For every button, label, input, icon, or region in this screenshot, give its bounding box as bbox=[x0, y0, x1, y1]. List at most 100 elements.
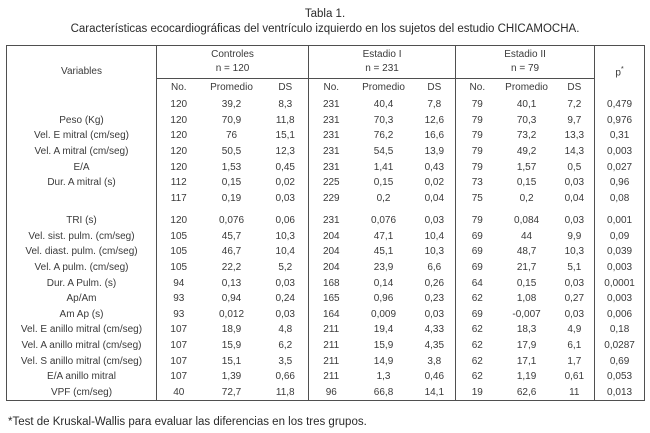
table-row: Vel. sist. pulm. (cm/seg) 105 45,7 10,3 … bbox=[7, 228, 645, 245]
estadio1-no-cell: 231 bbox=[308, 159, 354, 175]
estadio2-promedio-cell: 62,6 bbox=[516, 386, 537, 398]
controles-promedio-cell: 1,53 bbox=[221, 161, 242, 173]
controles-ds-cell: 0,03 bbox=[275, 308, 295, 320]
estadio1-no-cell: 231 bbox=[308, 206, 354, 229]
estadio2-no-cell: 69 bbox=[455, 228, 499, 245]
estadio1-promedio-cell: 40,4 bbox=[373, 99, 394, 111]
estadio1-promedio-cell: 15,9 bbox=[373, 339, 394, 351]
estadio1-promedio-cell: 0,2 bbox=[376, 192, 391, 204]
estadio2-ds-cell: 9,7 bbox=[567, 114, 582, 126]
controles-promedio-cell: 22,2 bbox=[221, 262, 242, 274]
controles-no-cell: 105 bbox=[156, 228, 201, 245]
estadio1-no-cell: 231 bbox=[308, 143, 354, 160]
p-value-cell: 0,053 bbox=[594, 368, 645, 385]
estadio2-ds-cell: 0,27 bbox=[564, 293, 585, 305]
estadio1-ds-cell: 0,46 bbox=[424, 371, 445, 383]
estadio2-ds-cell: 0,03 bbox=[564, 215, 585, 227]
footnote: *Test de Kruskal-Wallis para evaluar las… bbox=[8, 416, 367, 429]
estadio2-no-cell: 62 bbox=[455, 322, 499, 338]
estadio2-no-cell: 62 bbox=[455, 368, 499, 385]
group-header-estadio2: Estadio II n = 79 bbox=[455, 45, 595, 79]
controles-ds-cell: 10,3 bbox=[275, 230, 295, 242]
controles-promedio-cell: 72,7 bbox=[221, 386, 242, 398]
p-value-cell: 0,09 bbox=[594, 228, 645, 245]
estadio2-ds-cell: 0,61 bbox=[564, 371, 585, 383]
estadio1-no-cell: 231 bbox=[308, 112, 354, 129]
controles-ds-cell: 0,24 bbox=[275, 293, 295, 305]
controles-no-cell: 120 bbox=[156, 112, 201, 129]
controles-ds-cell: 0,02 bbox=[275, 177, 295, 189]
table-row: E/A anillo mitral 107 1,39 0,66 211 1,3 … bbox=[7, 368, 645, 385]
variable-label: Vel. E anillo mitral (cm/seg) bbox=[20, 324, 143, 336]
controles-ds-cell: 11,8 bbox=[275, 386, 295, 398]
p-value-cell: 0,0287 bbox=[594, 337, 645, 354]
estadio2-promedio-cell: 73,2 bbox=[516, 130, 537, 142]
variable-label bbox=[7, 97, 157, 113]
controles-ds-cell: 12,3 bbox=[275, 145, 295, 157]
controles-no-cell: 112 bbox=[156, 174, 201, 191]
p-value-cell: 0,003 bbox=[594, 259, 645, 276]
estadio2-promedio-cell: 0,15 bbox=[516, 177, 537, 189]
controles-promedio-cell: 15,9 bbox=[221, 339, 242, 351]
estadio1-no-cell: 231 bbox=[308, 96, 354, 113]
estadio2-no-cell: 79 bbox=[455, 206, 499, 229]
estadio2-no-cell: 79 bbox=[455, 112, 499, 129]
estadio2-no-cell: 69 bbox=[455, 306, 499, 323]
table-row: TRI (s) 120 0,076 0,06 231 0,076 0,03 79… bbox=[7, 206, 645, 229]
estadio2-promedio-cell: 17,9 bbox=[516, 339, 537, 351]
estadio2-no-cell: 62 bbox=[455, 290, 499, 307]
table-row: Dur. A mitral (s) 112 0,15 0,02 225 0,15… bbox=[7, 174, 645, 191]
controles-ds-cell: 4,8 bbox=[278, 324, 293, 336]
estadio2-no-cell: 79 bbox=[455, 128, 499, 144]
controles-promedio-cell: 0,94 bbox=[221, 293, 242, 305]
table-row: Am Ap (s) 93 0,012 0,03 164 0,009 0,03 6… bbox=[7, 306, 645, 323]
p-value-cell: 0,027 bbox=[594, 159, 645, 175]
estadio2-promedio-cell: 0,084 bbox=[514, 215, 540, 227]
variable-label: E/A anillo mitral bbox=[47, 371, 116, 383]
estadio1-ds-cell: 0,03 bbox=[424, 308, 445, 320]
estadio2-ds-cell: 9,9 bbox=[567, 230, 582, 242]
group-name-controles: Controles bbox=[211, 48, 254, 60]
variable-label: Vel. S anillo mitral (cm/seg) bbox=[20, 355, 143, 367]
estadio2-ds-cell: 6,1 bbox=[567, 339, 582, 351]
controles-ds-cell: 11,8 bbox=[275, 114, 295, 126]
variable-label bbox=[7, 190, 157, 206]
estadio2-promedio-cell: 1,08 bbox=[516, 293, 537, 305]
variable-label: VPF (cm/seg) bbox=[50, 386, 113, 398]
estadio2-promedio-cell: 48,7 bbox=[516, 246, 537, 258]
controles-promedio-cell: 76 bbox=[225, 130, 238, 142]
estadio2-promedio-cell: 1,19 bbox=[516, 371, 537, 383]
variable-label: Vel. A mitral (cm/seg) bbox=[34, 145, 129, 157]
subheader-estadio2-no: No. bbox=[455, 78, 499, 97]
variables-header: Variables bbox=[61, 65, 102, 77]
estadio1-ds-cell: 10,4 bbox=[424, 230, 445, 242]
estadio1-promedio-cell: 23,9 bbox=[373, 262, 394, 274]
page: { "title": { "line1": "Tabla 1.", "line2… bbox=[0, 7, 650, 433]
table-row: Ap/Am 93 0,94 0,24 165 0,96 0,23 62 1,08… bbox=[7, 290, 645, 307]
estadio1-no-cell: 204 bbox=[308, 228, 354, 245]
estadio2-ds-cell: 1,7 bbox=[567, 355, 582, 367]
controles-no-cell: 107 bbox=[156, 353, 201, 369]
controles-no-cell: 120 bbox=[156, 159, 201, 175]
estadio2-ds-cell: 0,03 bbox=[564, 308, 585, 320]
estadio1-promedio-cell: 45,1 bbox=[373, 246, 394, 258]
controles-promedio-cell: 15,1 bbox=[221, 355, 242, 367]
p-value-cell: 0,976 bbox=[594, 112, 645, 129]
estadio1-promedio-cell: 76,2 bbox=[373, 130, 394, 142]
controles-no-cell: 93 bbox=[156, 290, 201, 307]
estadio2-ds-cell: 7,2 bbox=[567, 99, 582, 111]
estadio1-ds-cell: 6,6 bbox=[427, 262, 442, 274]
estadio1-ds-cell: 4,35 bbox=[424, 339, 445, 351]
estadio1-ds-cell: 12,6 bbox=[424, 114, 445, 126]
controles-no-cell: 107 bbox=[156, 368, 201, 385]
estadio2-ds-cell: 11 bbox=[569, 386, 580, 398]
variable-label: E/A bbox=[73, 161, 90, 173]
controles-promedio-cell: 39,2 bbox=[221, 99, 242, 111]
table-row: 120 39,2 8,3 231 40,4 7,8 79 40,1 7,2 0,… bbox=[7, 96, 645, 113]
controles-promedio-cell: 0,13 bbox=[221, 277, 242, 289]
estadio1-ds-cell: 0,02 bbox=[424, 177, 445, 189]
controles-ds-cell: 10,4 bbox=[275, 246, 295, 258]
table-row: Peso (Kg) 120 70,9 11,8 231 70,3 12,6 79… bbox=[7, 112, 645, 129]
variable-label: Am Ap (s) bbox=[59, 308, 104, 320]
estadio2-ds-cell: 14,3 bbox=[564, 145, 585, 157]
